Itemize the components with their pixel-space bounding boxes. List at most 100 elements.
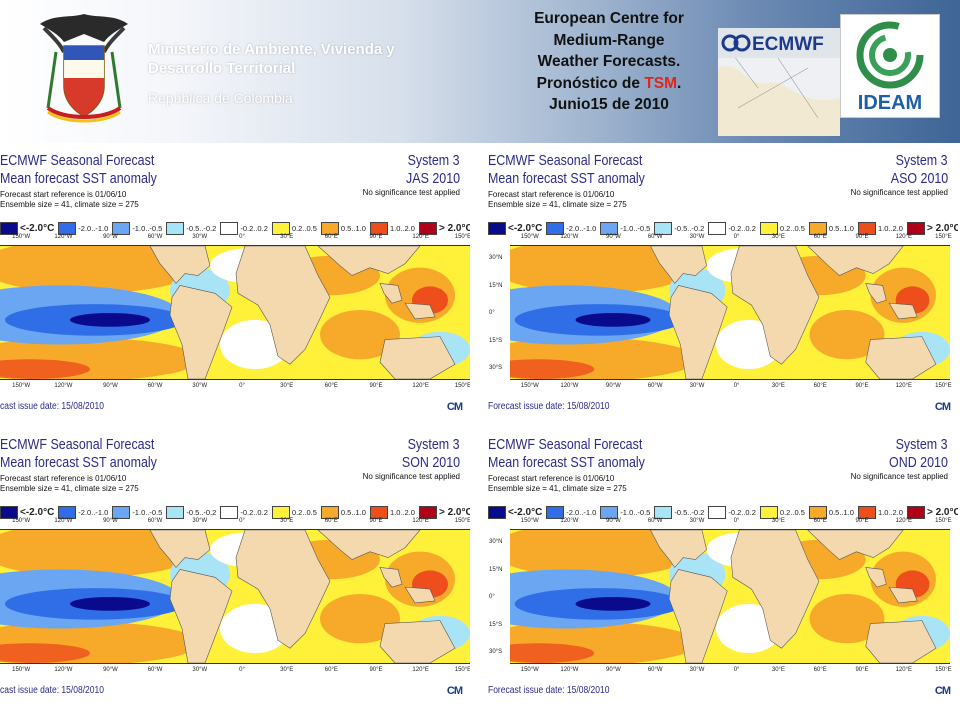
legend-label: -0.2..0.2 [240, 223, 268, 233]
legend-label: 0.2..0.5 [779, 507, 805, 517]
legend-label: > 2.0°C [438, 506, 470, 518]
longitude-label: 60°E [813, 667, 827, 673]
longitude-label: 30°W [192, 234, 208, 240]
legend-item: -0.2..0.2 [708, 221, 756, 235]
color-legend: <-2.0°C -2.0..-1.0 -1.0..-0.5 -0.5..-0.2 -0.… [0, 505, 470, 519]
longitude-label: 60°E [324, 667, 338, 673]
anomaly-region [575, 312, 651, 327]
longitude-label: 30°E [280, 383, 294, 389]
longitude-label: 60°W [147, 667, 163, 673]
longitude-label: 30°W [689, 383, 705, 389]
panel-subtitle: Mean forecast SST anomaly [488, 170, 645, 187]
legend-label: > 2.0°C [926, 506, 958, 518]
longitude-label: 30°E [771, 383, 785, 389]
longitude-label: 120°W [560, 383, 579, 389]
longitude-labels-top: 150°W 120°W 90°W 60°W 30°W 0° 30°E 60°E 90°E 120°… [488, 234, 958, 244]
anomaly-region [510, 530, 698, 578]
legend-label: -0.2..0.2 [728, 223, 756, 233]
panel-ensemble-size: Ensemble size = 41, climate size = 275 [488, 200, 627, 209]
longitude-label: 120°W [54, 234, 73, 240]
longitude-label: 150°W [520, 667, 539, 673]
ecmwf-logo-fragment: CM [934, 401, 951, 413]
land-mass [865, 283, 887, 304]
legend-item: -0.5..-0.2 [654, 221, 704, 235]
sst-anomaly-map [0, 529, 470, 664]
anomaly-region [320, 594, 400, 644]
header-banner: Ministerio de Ambiente, Vivienda y Desar… [0, 0, 960, 143]
sst-anomaly-map [0, 245, 470, 380]
longitude-label: 90°W [103, 234, 118, 240]
legend-swatch [166, 505, 185, 519]
panel-start-reference: Forecast start reference is 01/06/10 [488, 190, 615, 199]
longitude-label: 60°E [813, 234, 827, 240]
legend-label: 0.2..0.5 [291, 507, 317, 517]
longitude-labels-top: 150°W 120°W 90°W 60°W 30°W 0° 30°E 60°E 90°E 120°… [0, 234, 470, 244]
legend-label: -1.0..-0.5 [620, 223, 651, 233]
anomaly-region [809, 310, 885, 360]
panel-ensemble-size: Ensemble size = 41, climate size = 275 [488, 484, 627, 493]
legend-swatch [708, 505, 727, 519]
latitude-label: 15°N [489, 282, 503, 289]
legend-swatch [112, 505, 131, 519]
panel-start-reference: Forecast start reference is 01/06/10 [0, 474, 127, 483]
land-mass [317, 530, 421, 560]
panel-system: System 3 [896, 436, 948, 453]
legend-swatch [320, 505, 339, 519]
legend-swatch [906, 505, 925, 519]
panel-system: System 3 [408, 436, 460, 453]
legend-swatch [418, 505, 437, 519]
ecmwf-logo-text: ECMWF [752, 34, 824, 55]
longitude-label: 120°E [895, 383, 913, 389]
longitude-label: 120°E [412, 518, 429, 524]
legend-swatch [600, 221, 619, 235]
forecast-issue-date: Forecast issue date: 15/08/2010 [488, 685, 610, 696]
legend-label: <-2.0°C [508, 222, 543, 234]
anomaly-region [70, 312, 150, 327]
longitude-label: 120°W [560, 667, 579, 673]
longitude-label: 120°W [560, 518, 579, 524]
color-legend: <-2.0°C -2.0..-1.0 -1.0..-0.5 -0.5..-0.2 -0.… [488, 221, 958, 235]
color-legend: <-2.0°C -2.0..-1.0 -1.0..-0.5 -0.5..-0.2 -0.… [488, 505, 958, 519]
land-mass [668, 285, 728, 379]
land-mass [888, 586, 918, 604]
anomaly-region [0, 246, 200, 294]
longitude-label: 0° [239, 234, 245, 240]
anomaly-region [510, 359, 595, 379]
legend-item: > 2.0°C [906, 505, 958, 519]
legend-swatch [369, 221, 388, 235]
slide-headline: European Centre for Medium-Range Weather… [498, 8, 720, 116]
land-mass [668, 569, 728, 663]
legend-swatch [759, 505, 778, 519]
headline-suffix: . [677, 74, 682, 92]
legend-item: > 2.0°C [418, 505, 470, 519]
ecmwf-logo-fragment: CM [446, 685, 463, 697]
legend-swatch [808, 505, 827, 519]
headline-highlight: TSM [644, 74, 678, 92]
legend-label: -1.0..-0.5 [620, 507, 651, 517]
land-mass [888, 302, 918, 320]
legend-swatch [0, 505, 18, 519]
land-mass [404, 302, 436, 320]
legend-item: 1.0..2.0 [369, 505, 415, 519]
legend-label: -0.5..-0.2 [674, 507, 705, 517]
longitude-label: 120°E [895, 667, 913, 673]
legend-swatch [112, 221, 131, 235]
legend-item: <-2.0°C [488, 505, 542, 519]
land-mass [235, 530, 331, 649]
latitude-label: 30°S [489, 649, 503, 655]
anomaly-region [0, 530, 200, 578]
longitude-label: 60°W [647, 234, 663, 240]
legend-item: -1.0..-0.5 [112, 221, 162, 235]
longitude-label: 150°E [454, 667, 470, 673]
longitude-label: 90°E [855, 383, 869, 389]
legend-label: -2.0..-1.0 [78, 223, 109, 233]
headline-date: Junio15 de 2010 [549, 96, 669, 113]
longitude-label: 60°W [147, 234, 163, 240]
panel-title: ECMWF Seasonal Forecast [488, 436, 643, 453]
panel-season: ASO 2010 [890, 170, 948, 187]
ministry-line-2: Desarrollo Territorial [148, 60, 296, 77]
longitude-label: 90°W [606, 234, 621, 240]
longitude-label: 0° [239, 667, 245, 673]
legend-item: -0.5..-0.2 [654, 505, 704, 519]
legend-label: <-2.0°C [508, 506, 543, 518]
